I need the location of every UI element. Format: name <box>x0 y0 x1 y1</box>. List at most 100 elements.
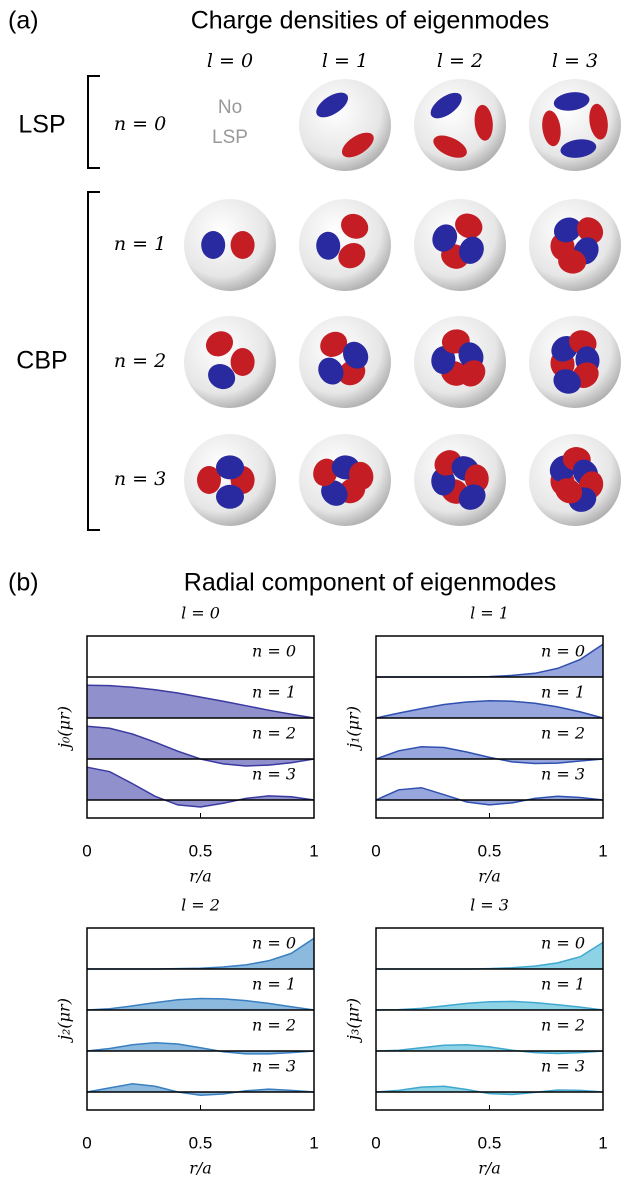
area-line <box>375 1044 604 1055</box>
series-label: n = 0 <box>252 934 296 953</box>
area-fill <box>376 942 603 969</box>
lobe <box>216 455 244 480</box>
mode-sphere <box>414 434 506 526</box>
area-fill <box>87 938 314 969</box>
lobe <box>321 480 348 506</box>
series-label: n = 2 <box>541 724 585 743</box>
lobe <box>205 331 234 357</box>
lobe <box>320 331 348 357</box>
y-axis-label: j₁(μr) <box>344 706 363 751</box>
row-label: n = 1 <box>114 233 166 255</box>
area-fill <box>87 726 314 766</box>
area-line <box>86 684 315 719</box>
panel-title: Radial component of eigenmodes <box>184 569 556 597</box>
sphere <box>184 199 276 291</box>
mode-sphere <box>184 434 276 526</box>
lobe <box>316 92 349 118</box>
lobe <box>349 461 374 490</box>
lobe <box>433 135 467 158</box>
sphere <box>299 79 391 171</box>
lobe <box>474 104 493 141</box>
x-tick-label: 0 <box>82 841 91 860</box>
lobe <box>313 458 338 487</box>
lobe <box>432 224 458 252</box>
x-tick-label: 1 <box>309 1133 318 1152</box>
series-label: n = 1 <box>252 683 296 702</box>
lobe <box>553 217 582 243</box>
lobe <box>553 92 590 111</box>
series-label: n = 2 <box>252 1016 296 1035</box>
y-axis-label: j₃(μr) <box>344 998 363 1043</box>
x-axis-label: r/a <box>478 867 501 886</box>
mode-sphere <box>299 79 391 171</box>
area-fill <box>87 767 314 807</box>
mode-sphere <box>414 199 506 291</box>
chart-title: l = 3 <box>470 896 509 915</box>
chart-title: l = 2 <box>181 896 220 915</box>
empty-cell: No <box>218 97 242 118</box>
area-fill <box>87 1083 314 1096</box>
sphere <box>529 199 621 291</box>
column-label: l = 2 <box>437 50 483 72</box>
lobe <box>459 236 484 264</box>
series-label: n = 0 <box>541 642 585 661</box>
bracket <box>87 191 100 531</box>
x-tick-label: 1 <box>309 841 318 860</box>
mode-sphere <box>299 434 391 526</box>
mode-sphere <box>529 199 621 291</box>
x-tick-label: 1 <box>598 1133 607 1152</box>
chart-title: l = 1 <box>470 604 509 623</box>
sphere <box>414 316 506 408</box>
area-line <box>86 997 315 1011</box>
area-line <box>375 786 604 806</box>
area-fill <box>376 1086 603 1095</box>
mode-sphere <box>414 79 506 171</box>
area-line <box>375 1000 604 1011</box>
lobe <box>338 242 366 269</box>
area-line <box>86 766 315 808</box>
sphere <box>299 316 391 408</box>
bracket <box>87 75 100 169</box>
y-axis-label: j₀(μr) <box>55 706 74 751</box>
mode-sphere <box>299 316 391 408</box>
mode-sphere <box>529 316 621 408</box>
sphere <box>414 434 506 526</box>
area-line <box>375 700 604 719</box>
series-label: n = 3 <box>252 1057 296 1076</box>
lobe <box>341 132 374 158</box>
lobe <box>201 231 226 259</box>
x-tick-label: 0 <box>371 841 380 860</box>
sphere <box>529 316 621 408</box>
x-tick-label: 1 <box>598 841 607 860</box>
column-label: l = 1 <box>322 50 368 72</box>
series-label: n = 1 <box>541 975 585 994</box>
x-tick-label: 0.5 <box>478 1133 502 1152</box>
row-label: n = 3 <box>114 468 166 490</box>
x-tick-label: 0.5 <box>189 841 213 860</box>
area-fill <box>87 685 314 718</box>
lobe <box>208 364 236 390</box>
lobe <box>459 360 486 387</box>
x-tick-label: 0 <box>82 1133 91 1152</box>
y-axis-label: j₂(μr) <box>55 998 74 1043</box>
lobe <box>455 213 483 239</box>
x-tick-label: 0.5 <box>478 841 502 860</box>
series-label: n = 0 <box>252 642 296 661</box>
area-line <box>86 1042 315 1055</box>
sphere <box>529 434 621 526</box>
panel-label: (b) <box>8 569 39 597</box>
row-label: n = 0 <box>114 113 166 135</box>
lobe <box>431 346 456 375</box>
lobe <box>589 103 608 140</box>
lobe <box>216 484 244 509</box>
mode-sphere <box>184 316 276 408</box>
group-label: LSP <box>18 111 65 139</box>
empty-cell: LSP <box>212 127 248 148</box>
panel-label: (a) <box>8 7 39 35</box>
x-axis-label: r/a <box>478 1159 501 1178</box>
x-tick-label: 0 <box>371 1133 380 1152</box>
lobe <box>196 466 222 494</box>
mode-sphere <box>299 199 391 291</box>
area-line <box>86 1083 315 1097</box>
